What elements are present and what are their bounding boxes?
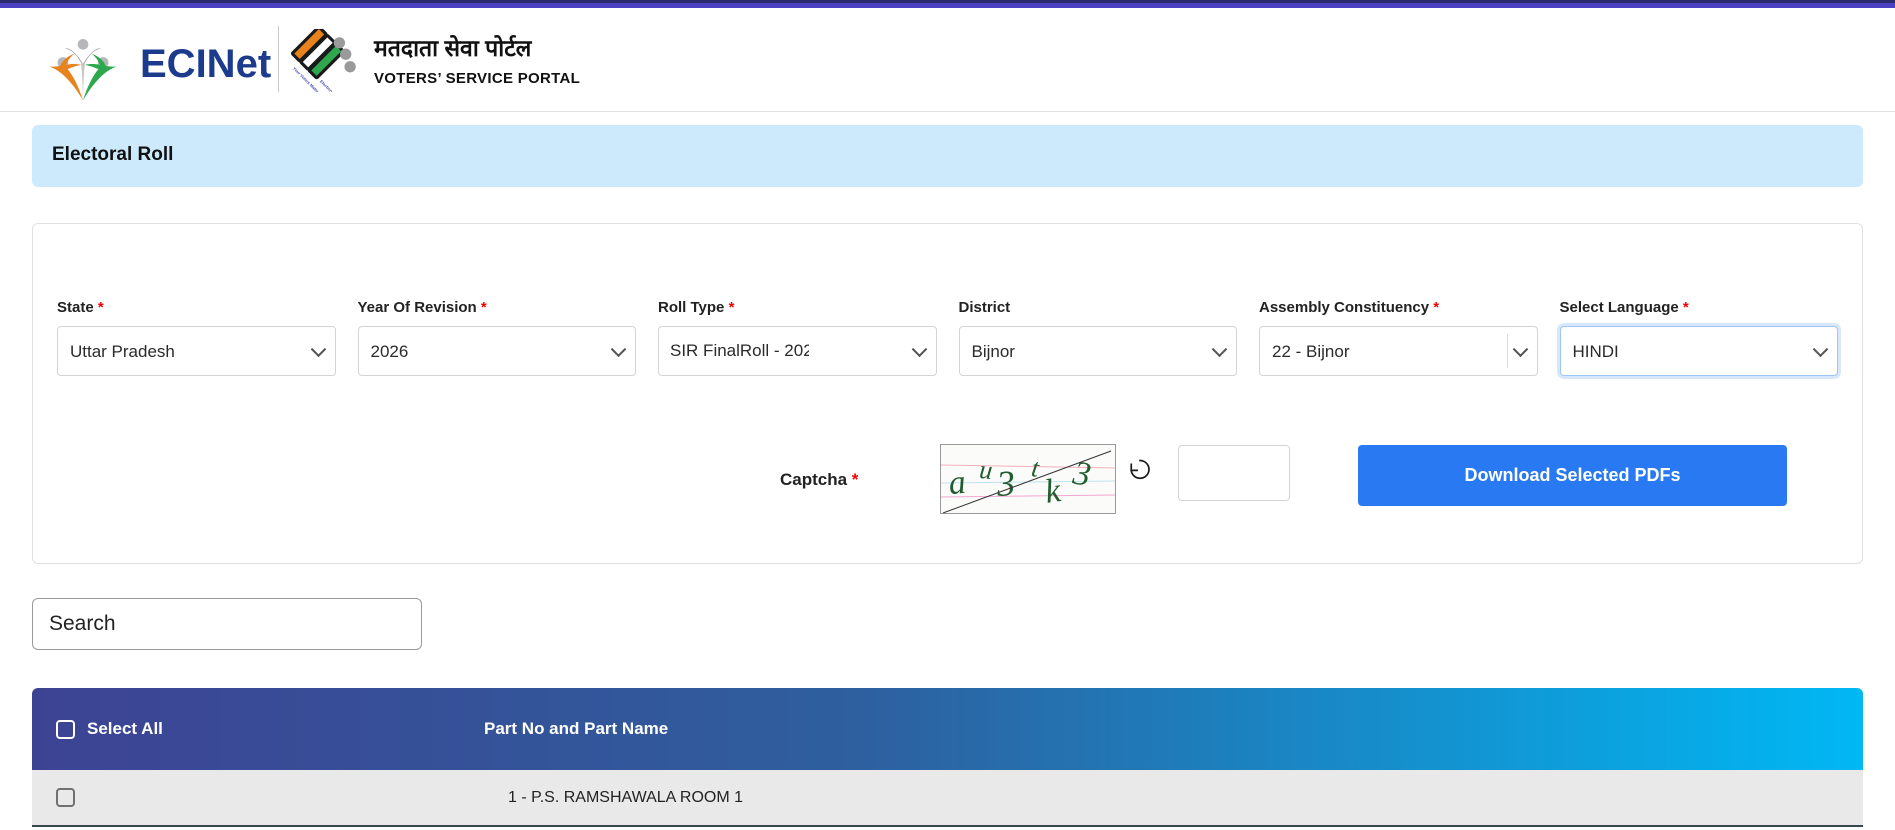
- svg-text:3: 3: [995, 462, 1017, 503]
- svg-text:Election Commission of India: Election Commission of India: [319, 79, 358, 92]
